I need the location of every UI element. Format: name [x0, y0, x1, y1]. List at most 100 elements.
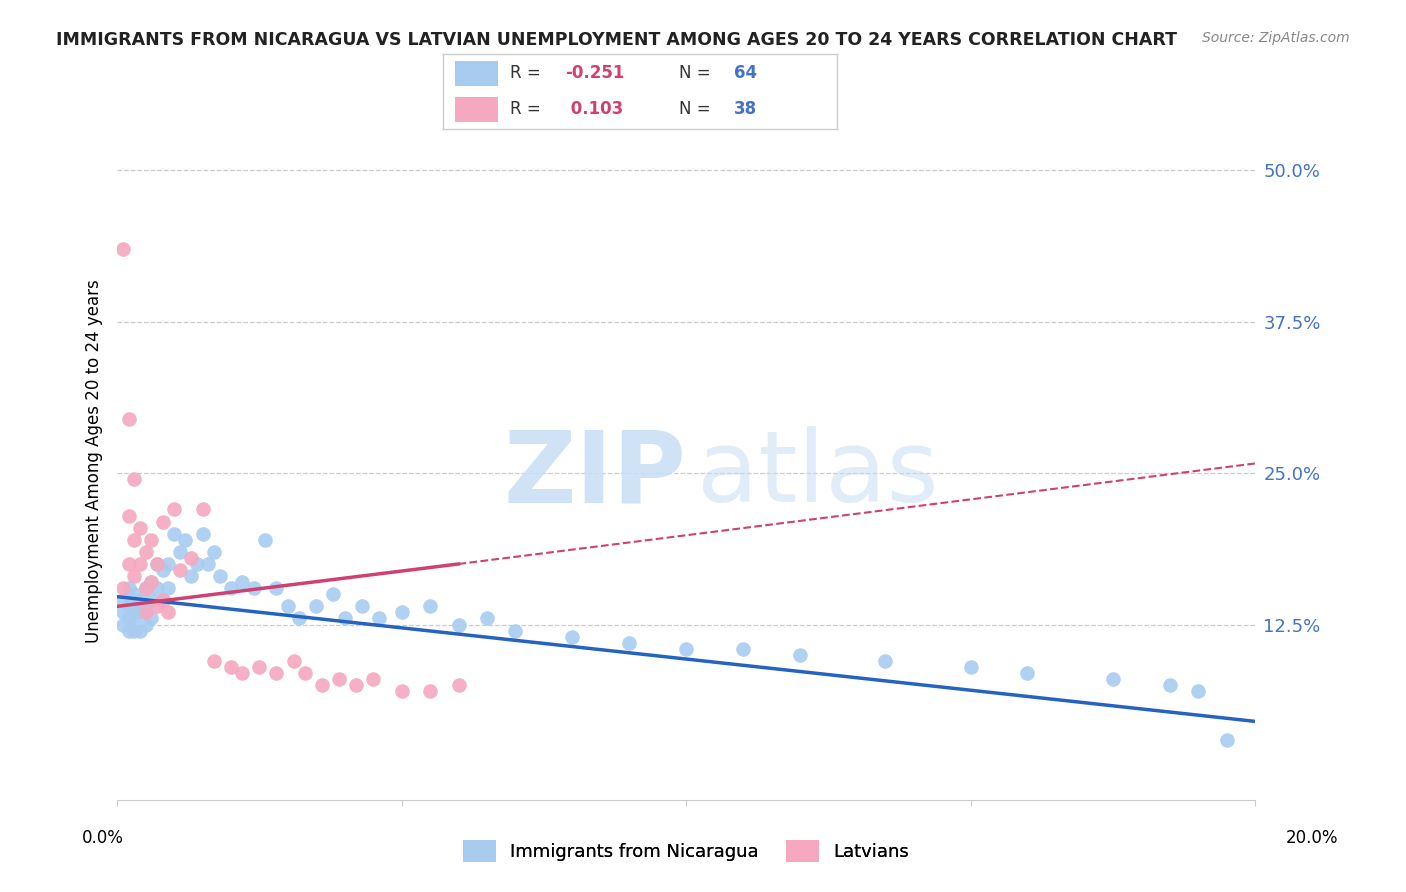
- Point: [122, 611, 145, 625]
- Point: [141, 593, 163, 607]
- Text: 64: 64: [734, 64, 758, 82]
- Point: [163, 526, 186, 541]
- Point: [419, 599, 441, 614]
- Point: [344, 678, 367, 692]
- Point: [561, 630, 583, 644]
- Point: [129, 624, 152, 638]
- Point: [731, 641, 754, 656]
- Point: [111, 617, 134, 632]
- Point: [169, 545, 191, 559]
- Point: [231, 665, 253, 680]
- Point: [254, 533, 277, 547]
- Point: [277, 599, 299, 614]
- FancyBboxPatch shape: [454, 96, 498, 122]
- Y-axis label: Unemployment Among Ages 20 to 24 years: Unemployment Among Ages 20 to 24 years: [86, 279, 103, 643]
- Point: [208, 569, 231, 583]
- Point: [505, 624, 527, 638]
- Point: [202, 654, 225, 668]
- Text: IMMIGRANTS FROM NICARAGUA VS LATVIAN UNEMPLOYMENT AMONG AGES 20 TO 24 YEARS CORR: IMMIGRANTS FROM NICARAGUA VS LATVIAN UNE…: [56, 31, 1177, 49]
- Point: [146, 557, 169, 571]
- Point: [311, 678, 333, 692]
- Point: [447, 678, 470, 692]
- Point: [231, 575, 253, 590]
- Point: [169, 563, 191, 577]
- Point: [135, 599, 157, 614]
- Point: [146, 581, 169, 595]
- Point: [242, 581, 264, 595]
- Point: [117, 411, 139, 425]
- Point: [129, 593, 152, 607]
- Point: [191, 502, 214, 516]
- Point: [122, 599, 145, 614]
- Point: [1017, 665, 1039, 680]
- Point: [288, 611, 311, 625]
- FancyBboxPatch shape: [454, 62, 498, 87]
- Text: ZIP: ZIP: [503, 426, 686, 523]
- Point: [419, 684, 441, 698]
- Point: [141, 533, 163, 547]
- Point: [191, 526, 214, 541]
- Point: [219, 660, 242, 674]
- Point: [1159, 678, 1181, 692]
- Text: Source: ZipAtlas.com: Source: ZipAtlas.com: [1202, 31, 1350, 45]
- Text: N =: N =: [679, 100, 716, 118]
- Point: [180, 550, 202, 565]
- Point: [266, 665, 288, 680]
- Text: 20.0%: 20.0%: [1285, 829, 1339, 847]
- Point: [202, 545, 225, 559]
- Point: [266, 581, 288, 595]
- Point: [1101, 672, 1123, 686]
- Text: 0.103: 0.103: [565, 100, 623, 118]
- Point: [117, 624, 139, 638]
- Point: [283, 654, 305, 668]
- Text: R =: R =: [510, 64, 546, 82]
- Point: [180, 569, 202, 583]
- Point: [197, 557, 219, 571]
- Text: R =: R =: [510, 100, 546, 118]
- Text: 0.0%: 0.0%: [82, 829, 124, 847]
- Point: [875, 654, 897, 668]
- Point: [1187, 684, 1209, 698]
- Point: [117, 599, 139, 614]
- Point: [959, 660, 981, 674]
- Point: [219, 581, 242, 595]
- Point: [111, 593, 134, 607]
- Point: [122, 624, 145, 638]
- Point: [1215, 732, 1237, 747]
- Point: [135, 581, 157, 595]
- Text: -0.251: -0.251: [565, 64, 624, 82]
- Point: [163, 502, 186, 516]
- Point: [141, 611, 163, 625]
- Point: [146, 557, 169, 571]
- Text: 38: 38: [734, 100, 758, 118]
- Point: [117, 557, 139, 571]
- Point: [129, 521, 152, 535]
- Point: [122, 569, 145, 583]
- Point: [111, 606, 134, 620]
- Point: [122, 533, 145, 547]
- Text: atlas: atlas: [697, 426, 939, 523]
- Point: [350, 599, 373, 614]
- Point: [117, 508, 139, 523]
- Point: [122, 472, 145, 486]
- Point: [391, 606, 413, 620]
- Point: [305, 599, 328, 614]
- Point: [157, 557, 180, 571]
- Point: [129, 557, 152, 571]
- Point: [117, 611, 139, 625]
- Point: [174, 533, 197, 547]
- Point: [152, 593, 174, 607]
- Point: [322, 587, 344, 601]
- Point: [135, 545, 157, 559]
- Point: [111, 242, 134, 256]
- Point: [294, 665, 316, 680]
- Point: [117, 581, 139, 595]
- Point: [249, 660, 271, 674]
- Point: [141, 575, 163, 590]
- Point: [367, 611, 389, 625]
- Point: [152, 515, 174, 529]
- Point: [135, 581, 157, 595]
- Point: [333, 611, 356, 625]
- Point: [447, 617, 470, 632]
- Point: [157, 581, 180, 595]
